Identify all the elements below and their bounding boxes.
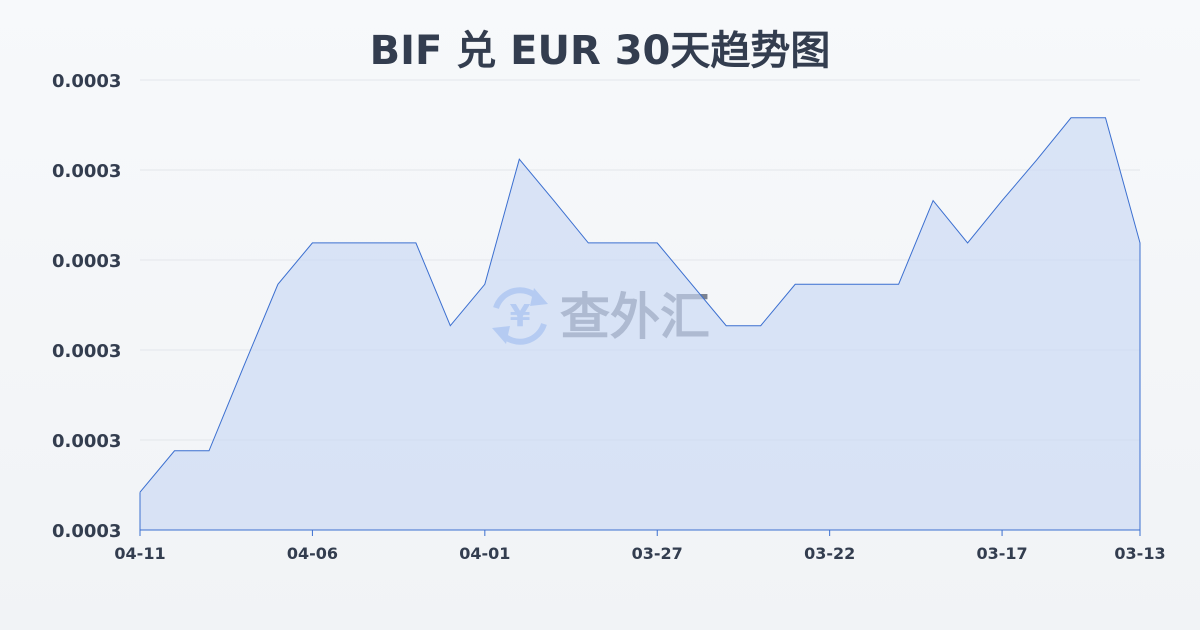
x-tick-label: 03-27	[632, 544, 683, 563]
y-tick-label: 0.0003	[52, 71, 121, 92]
y-tick-label: 0.0003	[52, 251, 121, 272]
y-tick-label: 0.0003	[52, 431, 121, 452]
x-tick-label: 04-01	[459, 544, 510, 563]
y-tick-label: 0.0003	[52, 341, 121, 362]
x-tick-label: 04-06	[287, 544, 338, 563]
x-tick-label: 04-11	[114, 544, 165, 563]
x-tick-label: 03-17	[976, 544, 1027, 563]
area-fill	[140, 117, 1140, 531]
chart-title: BIF 兑 EUR 30天趋势图	[369, 28, 831, 74]
y-tick-label: 0.0003	[52, 521, 121, 542]
x-tick-label: 03-13	[1114, 544, 1165, 563]
y-tick-label: 0.0003	[52, 161, 121, 182]
x-tick-label: 03-22	[804, 544, 855, 563]
